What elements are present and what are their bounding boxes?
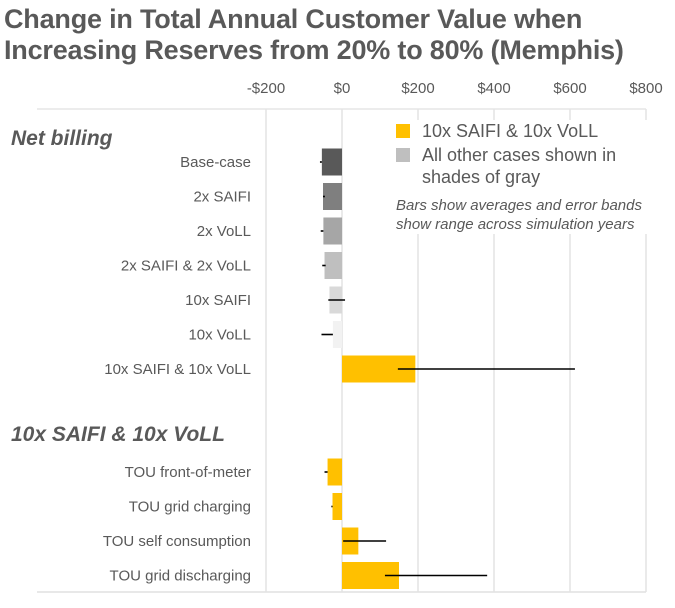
legend-swatch-gray [396, 148, 410, 162]
legend-swatch-yellow [396, 124, 410, 138]
bar [321, 148, 342, 176]
category-label: 2x SAIFI & 2x VoLL [121, 258, 251, 275]
chart-title-line-1: Change in Total Annual Customer Value wh… [4, 4, 583, 34]
bar [324, 252, 342, 279]
category-label: 2x VoLL [197, 223, 251, 240]
x-tick-label: $600 [553, 80, 586, 97]
category-label: TOU grid discharging [110, 568, 251, 585]
x-tick-label: $400 [477, 80, 510, 97]
x-tick-label: -$200 [247, 80, 285, 97]
x-tick-label: $800 [629, 80, 662, 97]
category-label: Base-case [180, 154, 251, 171]
bar [323, 217, 342, 245]
bar [332, 493, 342, 520]
legend-note: Bars show averages and error bands show … [396, 197, 642, 233]
bar [323, 183, 342, 210]
category-label: TOU self consumption [103, 533, 251, 550]
legend-item-highlight: 10x SAIFI & 10x VoLL [396, 120, 666, 142]
category-label: TOU front-of-meter [125, 464, 251, 481]
legend-label: All other cases shown in shades of gray [422, 145, 617, 187]
category-label: TOU grid charging [129, 499, 251, 516]
legend: 10x SAIFI & 10x VoLL All other cases sho… [396, 120, 666, 234]
group-label: Net billing [11, 127, 113, 150]
chart-title-line-2: Increasing Reserves from 20% to 80% (Mem… [4, 35, 624, 65]
x-tick-label: $200 [401, 80, 434, 97]
category-label: 10x SAIFI & 10x VoLL [104, 361, 251, 378]
legend-label: 10x SAIFI & 10x VoLL [422, 121, 599, 141]
bar [327, 458, 342, 486]
bar [332, 321, 342, 348]
category-label: 2x SAIFI [193, 189, 251, 206]
chart-title: Change in Total Annual Customer Value wh… [4, 4, 674, 66]
group-label: 10x SAIFI & 10x VoLL [11, 423, 225, 446]
category-label: 10x SAIFI [185, 292, 251, 309]
legend-item-gray: All other cases shown in shades of gray [396, 144, 666, 188]
x-tick-label: $0 [334, 80, 351, 97]
category-label: 10x VoLL [188, 327, 251, 344]
